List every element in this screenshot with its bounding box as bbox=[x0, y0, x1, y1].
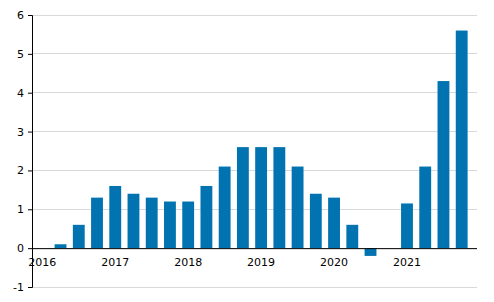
bar bbox=[346, 225, 358, 248]
y-tick-mark bbox=[28, 132, 32, 133]
x-axis-line bbox=[32, 248, 477, 249]
y-tick: 4 bbox=[17, 87, 32, 100]
bar bbox=[237, 147, 249, 248]
bar bbox=[419, 167, 431, 249]
x-tick-label: 2017 bbox=[101, 256, 129, 269]
bar bbox=[55, 244, 67, 248]
x-tick-label: 2018 bbox=[174, 256, 202, 269]
y-tick-label: 5 bbox=[17, 48, 24, 61]
grid bbox=[32, 15, 477, 287]
y-axis: -1 0 1 2 3 4 5 6 bbox=[13, 9, 32, 294]
y-axis-line bbox=[28, 16, 33, 288]
x-tick: 2018 bbox=[174, 256, 202, 269]
x-tick: 2016 bbox=[28, 256, 56, 269]
bar bbox=[73, 225, 85, 248]
y-tick: 2 bbox=[17, 164, 32, 177]
bar bbox=[219, 167, 231, 249]
y-tick: 3 bbox=[17, 126, 32, 139]
y-tick-label: 0 bbox=[17, 242, 24, 255]
bar bbox=[182, 202, 194, 249]
grid-line bbox=[32, 53, 477, 54]
grid-line bbox=[32, 15, 477, 16]
chart: -1 0 1 2 3 4 5 6 2016 2017 2018 2019 2020 2021 bbox=[0, 0, 494, 302]
y-tick-label: -1 bbox=[13, 281, 24, 294]
bar bbox=[146, 198, 158, 249]
bar bbox=[164, 202, 176, 249]
bar bbox=[292, 167, 304, 249]
bar bbox=[401, 203, 413, 248]
y-tick: 5 bbox=[17, 48, 32, 61]
x-tick: 2020 bbox=[320, 256, 348, 269]
bar bbox=[456, 31, 468, 249]
x-axis: 2016 2017 2018 2019 2020 2021 bbox=[28, 249, 477, 269]
bar bbox=[438, 81, 450, 248]
bar bbox=[273, 147, 285, 248]
x-tick: 2017 bbox=[101, 256, 129, 269]
y-tick: -1 bbox=[13, 281, 32, 294]
bar bbox=[128, 194, 140, 248]
bar bbox=[200, 186, 212, 248]
y-tick-label: 4 bbox=[17, 87, 24, 100]
y-tick-mark bbox=[28, 93, 32, 94]
y-tick-label: 2 bbox=[17, 164, 24, 177]
y-tick-mark bbox=[28, 287, 32, 288]
y-tick-label: 6 bbox=[17, 9, 24, 22]
bar bbox=[91, 198, 103, 249]
x-tick-label: 2019 bbox=[247, 256, 275, 269]
x-tick-label: 2020 bbox=[320, 256, 348, 269]
y-tick: 0 bbox=[17, 242, 32, 255]
grid-line bbox=[32, 131, 477, 132]
bar bbox=[255, 147, 267, 248]
y-tick-mark bbox=[28, 209, 32, 210]
x-tick: 2019 bbox=[247, 256, 275, 269]
grid-line bbox=[32, 170, 477, 171]
y-tick-mark bbox=[28, 54, 32, 55]
bar bbox=[365, 248, 377, 256]
y-tick-mark bbox=[28, 15, 32, 16]
bars bbox=[55, 31, 468, 256]
y-tick-mark bbox=[28, 248, 32, 249]
x-tick-label: 2021 bbox=[393, 256, 421, 269]
bar bbox=[310, 194, 322, 248]
grid-line bbox=[32, 92, 477, 93]
y-tick: 6 bbox=[17, 9, 32, 22]
bar bbox=[328, 198, 340, 249]
x-tick-label: 2016 bbox=[28, 256, 56, 269]
y-tick-label: 1 bbox=[17, 203, 24, 216]
x-tick: 2021 bbox=[393, 256, 421, 269]
y-tick-label: 3 bbox=[17, 126, 24, 139]
y-tick: 1 bbox=[17, 203, 32, 216]
grid-line bbox=[32, 287, 477, 288]
bar bbox=[109, 186, 121, 248]
y-tick-mark bbox=[28, 170, 32, 171]
